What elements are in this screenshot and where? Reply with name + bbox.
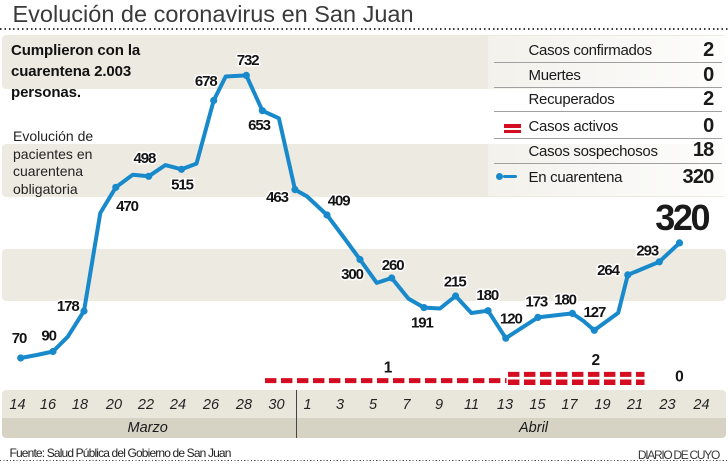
svg-text:180: 180	[554, 292, 576, 309]
svg-text:732: 732	[237, 52, 259, 69]
svg-text:0: 0	[675, 369, 684, 386]
svg-text:180: 180	[476, 287, 498, 304]
svg-text:300: 300	[341, 266, 363, 283]
svg-text:70: 70	[12, 330, 27, 347]
svg-text:173: 173	[525, 294, 547, 311]
svg-text:127: 127	[584, 304, 606, 321]
svg-text:463: 463	[266, 189, 288, 206]
svg-text:215: 215	[444, 274, 466, 291]
svg-text:260: 260	[382, 257, 404, 274]
svg-text:120: 120	[500, 311, 522, 328]
svg-text:264: 264	[597, 262, 620, 279]
svg-text:515: 515	[171, 177, 193, 194]
svg-text:409: 409	[328, 193, 350, 210]
svg-text:653: 653	[248, 117, 270, 134]
svg-text:470: 470	[116, 198, 138, 215]
svg-text:178: 178	[57, 298, 79, 315]
svg-text:2: 2	[591, 352, 600, 369]
svg-text:1: 1	[384, 359, 393, 376]
svg-text:498: 498	[134, 150, 156, 167]
svg-text:90: 90	[41, 328, 56, 345]
svg-text:191: 191	[411, 315, 433, 332]
svg-text:293: 293	[636, 243, 658, 260]
svg-text:678: 678	[195, 73, 217, 90]
